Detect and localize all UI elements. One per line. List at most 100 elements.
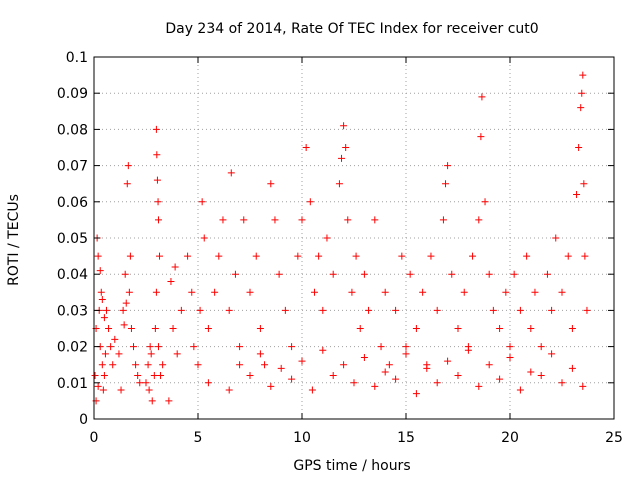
data-point — [402, 350, 410, 358]
data-point — [558, 379, 566, 387]
data-point — [105, 325, 113, 332]
data-point — [485, 270, 493, 278]
data-point — [294, 252, 302, 260]
x-tick-label: 0 — [90, 430, 99, 446]
data-point — [153, 151, 161, 159]
data-point — [267, 180, 275, 188]
data-point — [167, 277, 175, 285]
data-point — [136, 379, 144, 387]
data-point — [147, 350, 155, 358]
data-point — [489, 306, 497, 314]
data-point — [94, 252, 102, 260]
data-point — [215, 252, 223, 260]
data-point — [96, 267, 104, 275]
data-point — [348, 288, 356, 296]
data-point — [308, 386, 316, 394]
data-point — [94, 382, 102, 390]
x-tick-label: 25 — [605, 430, 623, 446]
data-point — [125, 288, 133, 296]
data-point — [157, 372, 165, 380]
data-point — [338, 154, 346, 162]
data-point — [134, 372, 142, 380]
data-point — [365, 306, 373, 314]
data-points — [91, 71, 591, 405]
data-point — [583, 306, 591, 314]
data-point — [152, 288, 160, 296]
data-point — [392, 306, 400, 314]
data-point — [277, 364, 285, 372]
data-point — [433, 306, 441, 314]
data-point — [344, 216, 352, 224]
data-point — [306, 198, 314, 206]
y-tick-label: 0.02 — [57, 340, 88, 356]
data-point — [194, 361, 202, 369]
data-point — [188, 288, 196, 296]
data-point — [275, 270, 283, 278]
data-point — [543, 270, 551, 278]
data-point — [371, 216, 379, 224]
data-point — [579, 382, 587, 390]
data-point — [329, 372, 337, 380]
data-point — [478, 93, 486, 101]
data-point — [350, 379, 358, 387]
data-point — [219, 216, 227, 224]
data-point — [99, 386, 107, 394]
data-point — [329, 270, 337, 278]
data-point — [127, 325, 135, 332]
data-point — [444, 162, 452, 170]
data-point — [335, 180, 343, 188]
data-point — [352, 252, 360, 260]
data-point — [256, 325, 264, 332]
data-point — [91, 372, 99, 380]
data-point — [171, 263, 179, 271]
data-point — [469, 252, 477, 260]
data-point — [315, 252, 323, 260]
data-point — [464, 346, 472, 354]
data-point — [340, 122, 348, 130]
data-point — [121, 270, 129, 278]
data-point — [151, 325, 159, 332]
data-point — [146, 343, 154, 351]
data-point — [298, 216, 306, 224]
data-point — [204, 379, 212, 387]
data-point — [516, 306, 524, 314]
data-point — [392, 375, 400, 383]
data-point — [154, 216, 162, 224]
data-point — [568, 325, 576, 332]
data-point — [319, 306, 327, 314]
data-point — [236, 361, 244, 369]
y-tick-labels: 0 0.01 0.02 0.03 0.04 0.05 0.06 0.07 0.08 0.09 0.1 — [57, 50, 88, 428]
data-point — [412, 325, 420, 332]
y-tick-label: 0.06 — [57, 195, 88, 211]
x-tick-label: 5 — [194, 430, 203, 446]
y-tick-label: 0.08 — [57, 122, 88, 138]
data-point — [124, 162, 132, 170]
data-point — [267, 382, 275, 390]
y-tick-label: 0.04 — [57, 267, 88, 283]
data-point — [548, 306, 556, 314]
data-point — [537, 343, 545, 351]
data-point — [360, 353, 368, 361]
data-point — [423, 364, 431, 372]
data-point — [101, 350, 109, 358]
data-point — [145, 386, 153, 394]
data-point — [481, 198, 489, 206]
x-tick-label: 20 — [501, 430, 519, 446]
y-tick-label: 0.03 — [57, 303, 88, 319]
data-point — [190, 343, 198, 351]
data-point — [439, 216, 447, 224]
data-point — [506, 353, 514, 361]
data-point — [154, 343, 162, 351]
data-point — [115, 350, 123, 358]
data-point — [100, 314, 108, 322]
data-point — [496, 375, 504, 383]
data-point — [126, 252, 134, 260]
data-point — [173, 350, 181, 358]
data-point — [302, 144, 310, 151]
data-point — [227, 169, 235, 177]
data-point — [153, 176, 161, 184]
data-point — [200, 234, 208, 242]
data-point — [204, 325, 212, 332]
data-point — [231, 270, 239, 278]
